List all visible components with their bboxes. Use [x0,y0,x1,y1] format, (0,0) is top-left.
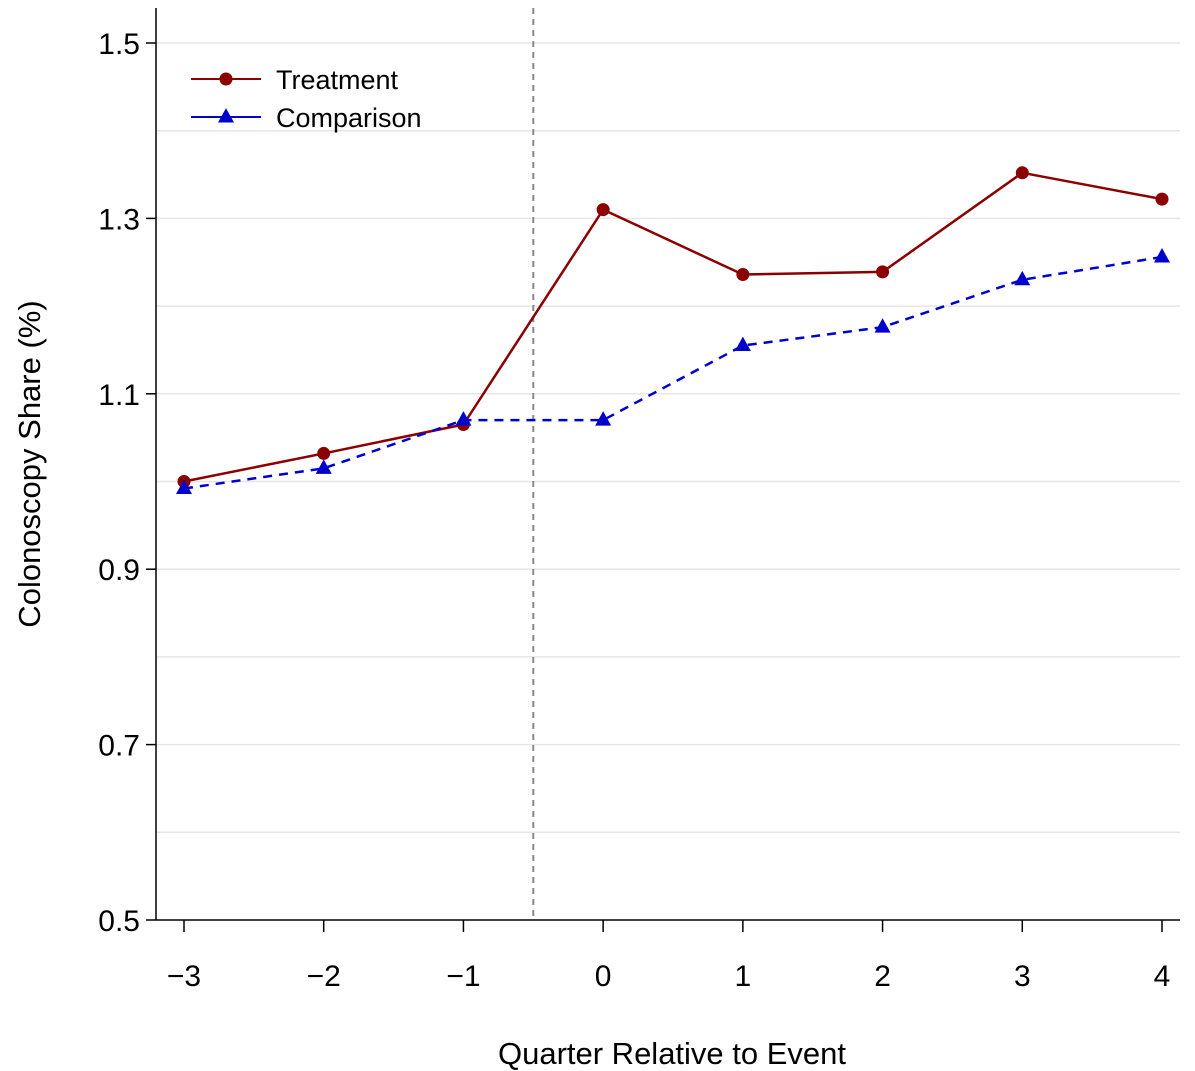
data-point-comparison [595,411,612,426]
data-point-treatment [1155,192,1169,206]
data-point-treatment [317,446,331,460]
y-tick-label: 1.3 [98,203,140,236]
data-point-treatment [1015,166,1029,180]
y-tick-label: 0.5 [98,905,140,938]
x-tick-label: 1 [735,960,752,993]
x-tick-label: −1 [446,960,480,993]
y-tick-label: 0.9 [98,554,140,587]
data-point-comparison [734,336,751,352]
y-axis-ticks: 0.5 0.7 0.9 1.1 1.3 1.5 [98,28,156,938]
legend-label-comparison: Comparison [276,103,422,133]
gridlines [156,42,1180,834]
x-tick-label: 2 [874,960,891,993]
x-tick-label: 0 [595,960,612,993]
x-axis-ticks: −3 −2 −1 0 1 2 3 4 [167,920,1170,993]
x-tick-label: −3 [167,960,201,993]
legend-marker-comparison [218,108,234,123]
x-tick-label: 3 [1014,960,1031,993]
legend-label-treatment: Treatment [276,65,399,95]
x-axis-label: Quarter Relative to Event [498,1036,846,1071]
y-tick-label: 1.5 [98,28,140,61]
data-point-treatment [736,268,750,282]
data-point-treatment [876,265,890,279]
data-point-comparison [455,411,472,426]
data-point-comparison [874,318,891,333]
y-axis-label: Colonoscopy Share (%) [12,300,47,627]
series-line-comparison [183,255,1163,490]
y-tick-label: 1.1 [98,379,140,412]
legend: Treatment Comparison [191,65,422,133]
series-comparison [176,248,1170,494]
data-point-comparison [1014,270,1031,286]
legend-item-comparison: Comparison [191,103,422,133]
x-tick-label: 4 [1154,960,1171,993]
x-tick-label: −2 [307,960,341,993]
data-point-comparison [1154,248,1170,263]
legend-marker-treatment [219,72,233,86]
data-point-treatment [596,203,610,217]
series-line-treatment [183,171,1163,483]
y-tick-label: 0.7 [98,730,140,763]
series-treatment [177,166,1169,488]
legend-item-treatment: Treatment [191,65,399,95]
series-layer [176,166,1170,494]
data-point-comparison [176,479,192,494]
data-point-comparison [315,459,332,474]
